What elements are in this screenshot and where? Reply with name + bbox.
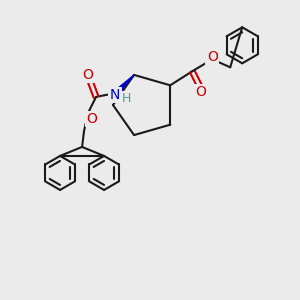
Polygon shape <box>114 75 134 95</box>
Text: O: O <box>207 50 218 64</box>
Text: O: O <box>82 68 94 82</box>
Text: N: N <box>110 88 120 102</box>
Text: H: H <box>122 92 131 105</box>
Text: O: O <box>195 85 206 99</box>
Text: O: O <box>87 112 98 126</box>
